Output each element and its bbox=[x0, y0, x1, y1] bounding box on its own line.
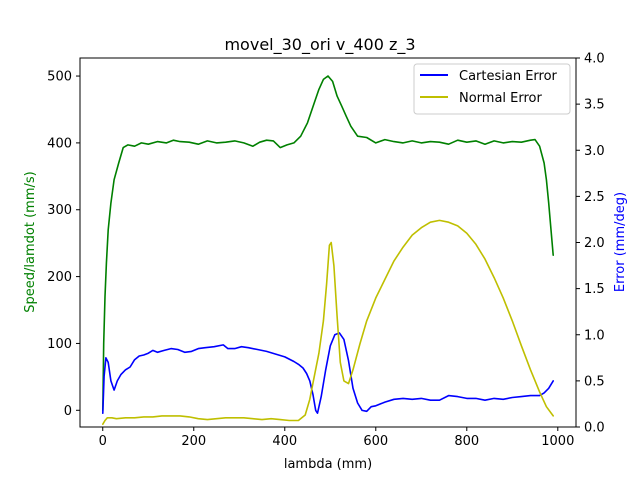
y-right-axis-ticks: 0.0 0.5 1.0 1.5 2.0 2.5 3.0 3.5 4.0 bbox=[576, 52, 605, 436]
x-axis-ticks: 0 200 400 600 800 1000 bbox=[99, 427, 574, 449]
x-tick-label: 800 bbox=[454, 434, 479, 449]
y-right-tick-label: 3.0 bbox=[584, 144, 605, 159]
x-tick-label: 600 bbox=[363, 434, 388, 449]
y-right-tick-label: 4.0 bbox=[584, 52, 605, 67]
legend-label-normal: Normal Error bbox=[459, 91, 543, 106]
y-right-tick-label: 2.0 bbox=[584, 236, 605, 251]
legend-label-cartesian: Cartesian Error bbox=[459, 69, 558, 84]
x-tick-label: 400 bbox=[272, 434, 297, 449]
y-left-axis-label: Speed/lamdot (mm/s) bbox=[23, 171, 38, 312]
y-left-axis-ticks: 0 100 200 300 400 500 bbox=[47, 70, 80, 419]
legend-box bbox=[413, 63, 571, 115]
series-line-normal-error bbox=[102, 219, 555, 426]
y-left-tick-label: 500 bbox=[47, 70, 72, 85]
y-left-tick-label: 100 bbox=[47, 337, 72, 352]
y-right-axis-label: Error (mm/deg) bbox=[613, 192, 628, 292]
y-right-tick-label: 1.0 bbox=[584, 328, 605, 343]
y-right-tick-label: 1.5 bbox=[584, 282, 605, 297]
y-left-tick-label: 200 bbox=[47, 270, 72, 285]
y-right-tick-label: 3.5 bbox=[584, 98, 605, 113]
x-axis-label: lambda (mm) bbox=[284, 457, 372, 472]
series-line-speed bbox=[102, 75, 555, 412]
y-left-tick-label: 400 bbox=[47, 136, 72, 151]
chart-title: movel_30_ori v_400 z_3 bbox=[224, 35, 415, 55]
y-right-tick-label: 2.5 bbox=[584, 190, 605, 205]
y-left-tick-label: 300 bbox=[47, 203, 72, 218]
x-tick-label: 200 bbox=[181, 434, 206, 449]
series-line-cartesian-error bbox=[102, 332, 555, 415]
y-right-tick-label: 0.0 bbox=[584, 421, 605, 436]
series-layer bbox=[102, 75, 555, 426]
y-left-tick-label: 0 bbox=[64, 404, 72, 419]
y-right-tick-label: 0.5 bbox=[584, 374, 605, 389]
x-tick-label: 0 bbox=[99, 434, 107, 449]
x-tick-label: 1000 bbox=[541, 434, 574, 449]
legend: Cartesian Error Normal Error bbox=[413, 63, 571, 115]
